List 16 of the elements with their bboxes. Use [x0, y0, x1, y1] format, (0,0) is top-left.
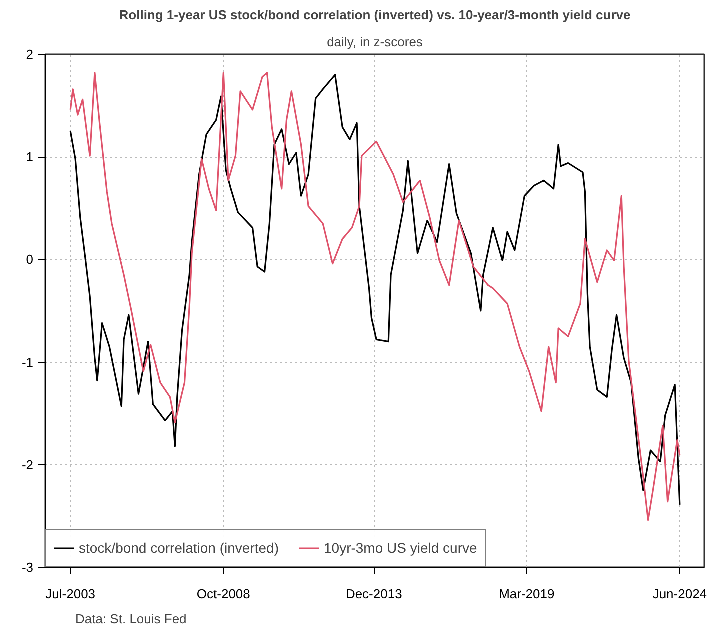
chart-subtitle: daily, in z-scores — [327, 34, 424, 50]
text: Data: St. Louis Fed — [76, 612, 187, 626]
x-tick-label: Oct-2008 — [196, 586, 250, 602]
y-tick-label: -1 — [22, 354, 34, 370]
y-tick-label: 1 — [26, 150, 34, 165]
chart-title: Rolling 1-year US stock/bond correlation (inverted) vs. 10-year/3-month yield curve — [119, 8, 631, 22]
y-tick-label: -2 — [22, 457, 34, 472]
y-tick-label: -3 — [22, 560, 34, 575]
legend-label: stock/bond correlation (inverted) — [79, 540, 279, 556]
x-tick-label: Mar-2019 — [499, 586, 555, 602]
y-tick-label: 0 — [26, 252, 34, 268]
legend-label: 10yr-3mo US yield curve — [324, 540, 478, 556]
x-tick-label: Jul-2003 — [46, 586, 96, 602]
y-tick-label: 2 — [26, 47, 34, 62]
x-tick-label: Dec-2013 — [346, 586, 402, 602]
x-tick-label: Jun-2024 — [652, 586, 708, 602]
